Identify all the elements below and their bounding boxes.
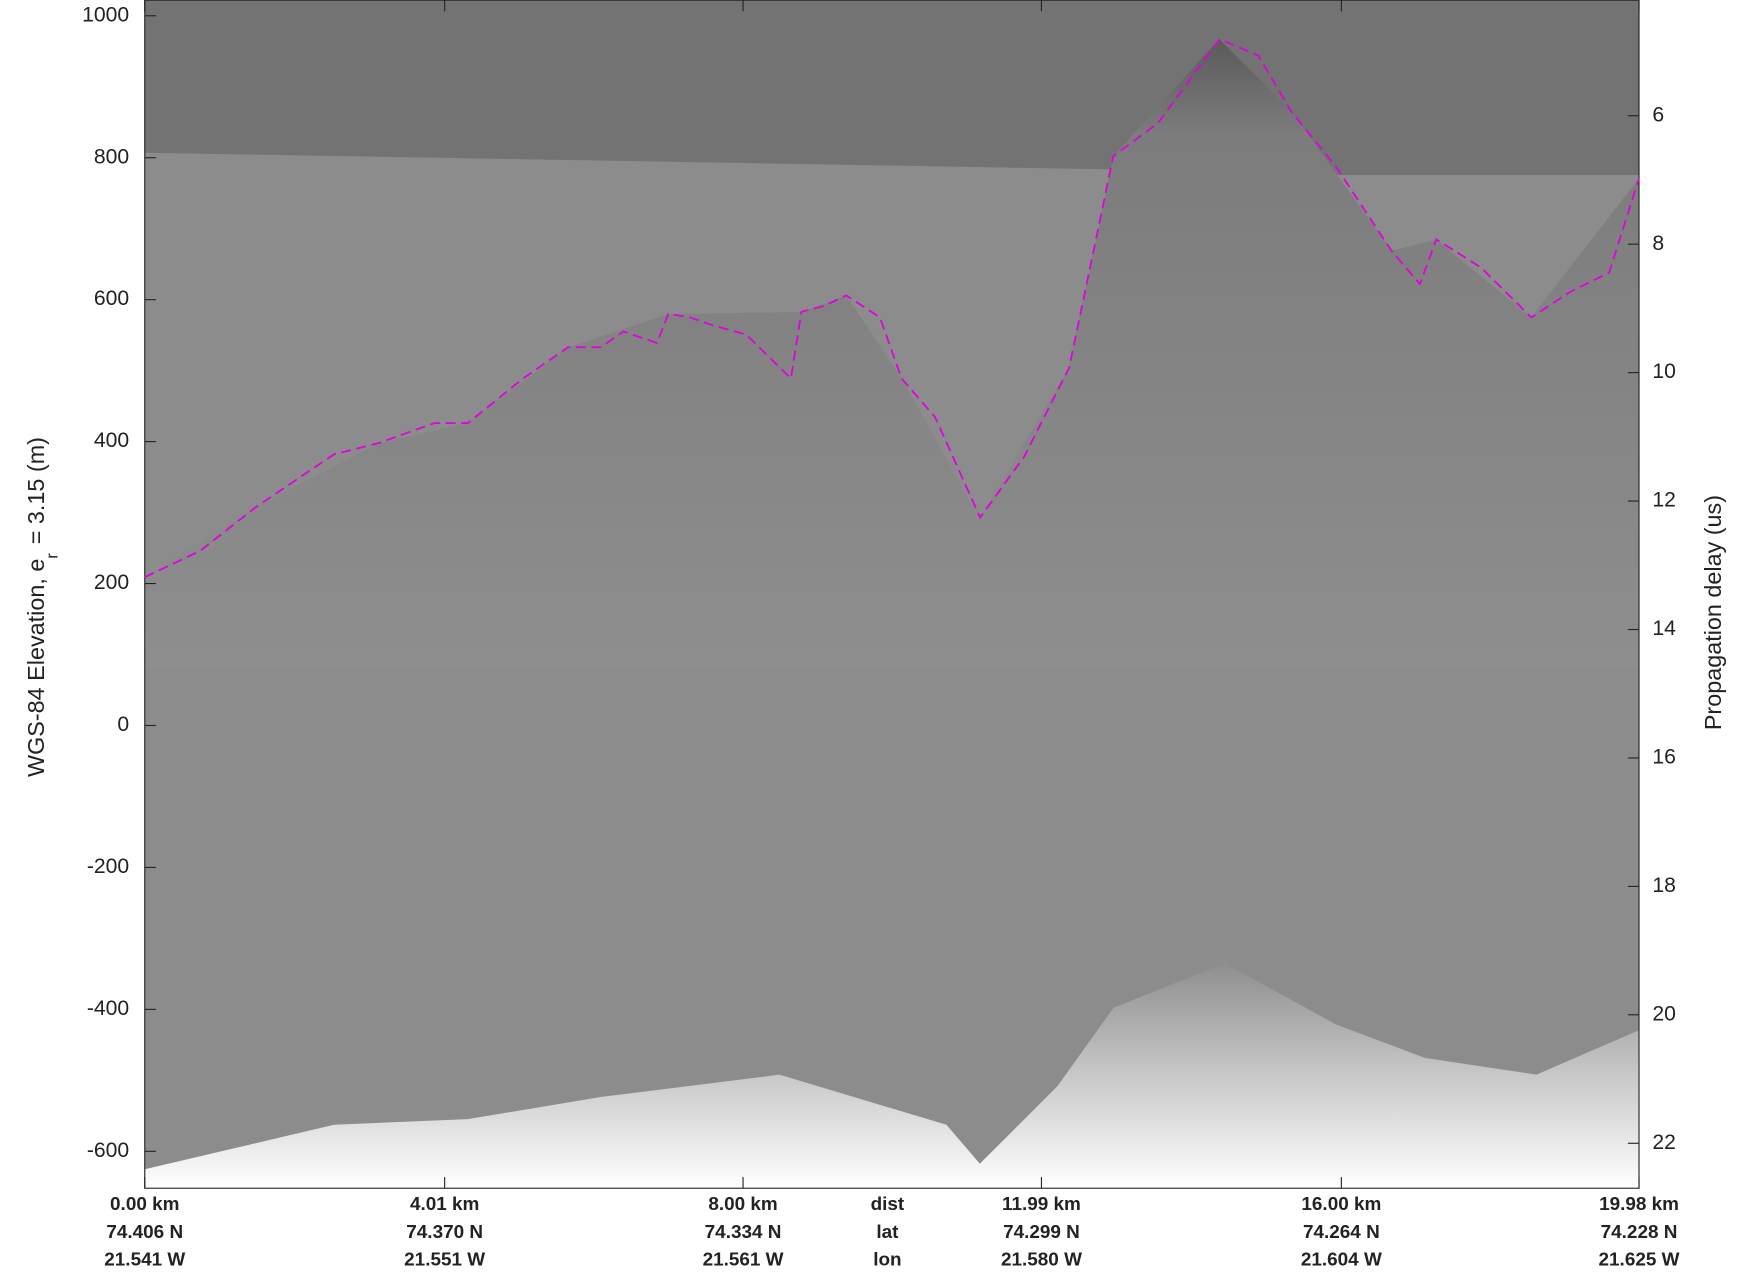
y2-tick-label: 8 — [1652, 232, 1664, 255]
y-tick-label: 400 — [94, 429, 129, 452]
y-tick-label: 1000 — [82, 3, 129, 26]
x-tick-label: 11.99 km — [1002, 1194, 1081, 1215]
y2-tick-label: 18 — [1652, 874, 1676, 897]
y-tick-label: -200 — [87, 855, 129, 878]
y-label-sub: r — [43, 553, 62, 559]
lat-label: 74.264 N — [1303, 1222, 1380, 1243]
y-label-rest: = 3.15 (m) — [23, 437, 49, 544]
row-name: lat — [876, 1222, 899, 1243]
x-tick-label: 19.98 km — [1599, 1194, 1679, 1215]
lat-label: 74.370 N — [406, 1222, 483, 1243]
row-name: lon — [873, 1250, 901, 1271]
lon-label: 21.541 W — [104, 1250, 185, 1271]
y-tick-label: -400 — [87, 997, 129, 1020]
echogram — [144, 0, 1640, 1189]
lat-label: 74.299 N — [1003, 1222, 1080, 1243]
x-tick-label: 4.01 km — [410, 1194, 479, 1215]
y2-tick-label: 22 — [1652, 1131, 1676, 1154]
lon-label: 21.561 W — [703, 1250, 784, 1271]
x-tick-label: 16.00 km — [1301, 1194, 1381, 1215]
y-tick-label: 200 — [94, 571, 129, 594]
y2-tick-label: 20 — [1652, 1002, 1676, 1025]
y-tick-label: 600 — [94, 287, 129, 310]
surface-pick — [144, 38, 1640, 578]
lat-label: 74.228 N — [1601, 1222, 1678, 1243]
x-tick-label: 0.00 km — [110, 1194, 179, 1215]
y-tick-label: 800 — [94, 145, 129, 168]
y-tick-label: 0 — [117, 713, 129, 736]
y2-axis-label: Propagation delay (us) — [1700, 495, 1726, 730]
x-tick-label: 8.00 km — [708, 1194, 777, 1215]
y-label-main: WGS-84 Elevation, e — [23, 559, 49, 777]
y2-tick-label: 6 — [1652, 103, 1664, 126]
noise-floor — [144, 963, 1640, 1189]
lon-label: 21.551 W — [404, 1250, 485, 1271]
lat-label: 74.334 N — [705, 1222, 782, 1243]
lon-label: 21.625 W — [1599, 1250, 1680, 1271]
plot-frame — [144, 0, 1640, 1189]
y-tick-label: -600 — [87, 1139, 129, 1162]
y2-tick-label: 16 — [1652, 746, 1676, 769]
subsurface — [144, 39, 1640, 669]
y2-tick-label: 14 — [1652, 617, 1676, 640]
air-band — [144, 0, 1640, 175]
lon-label: 21.604 W — [1301, 1250, 1382, 1271]
y-axis-label: WGS-84 Elevation, er = 3.15 (m) — [23, 437, 62, 777]
y2-tick-label: 10 — [1652, 360, 1676, 383]
lon-label: 21.580 W — [1001, 1250, 1082, 1271]
lat-label: 74.406 N — [106, 1222, 183, 1243]
y2-tick-label: 12 — [1652, 489, 1676, 512]
row-name: dist — [871, 1194, 905, 1215]
